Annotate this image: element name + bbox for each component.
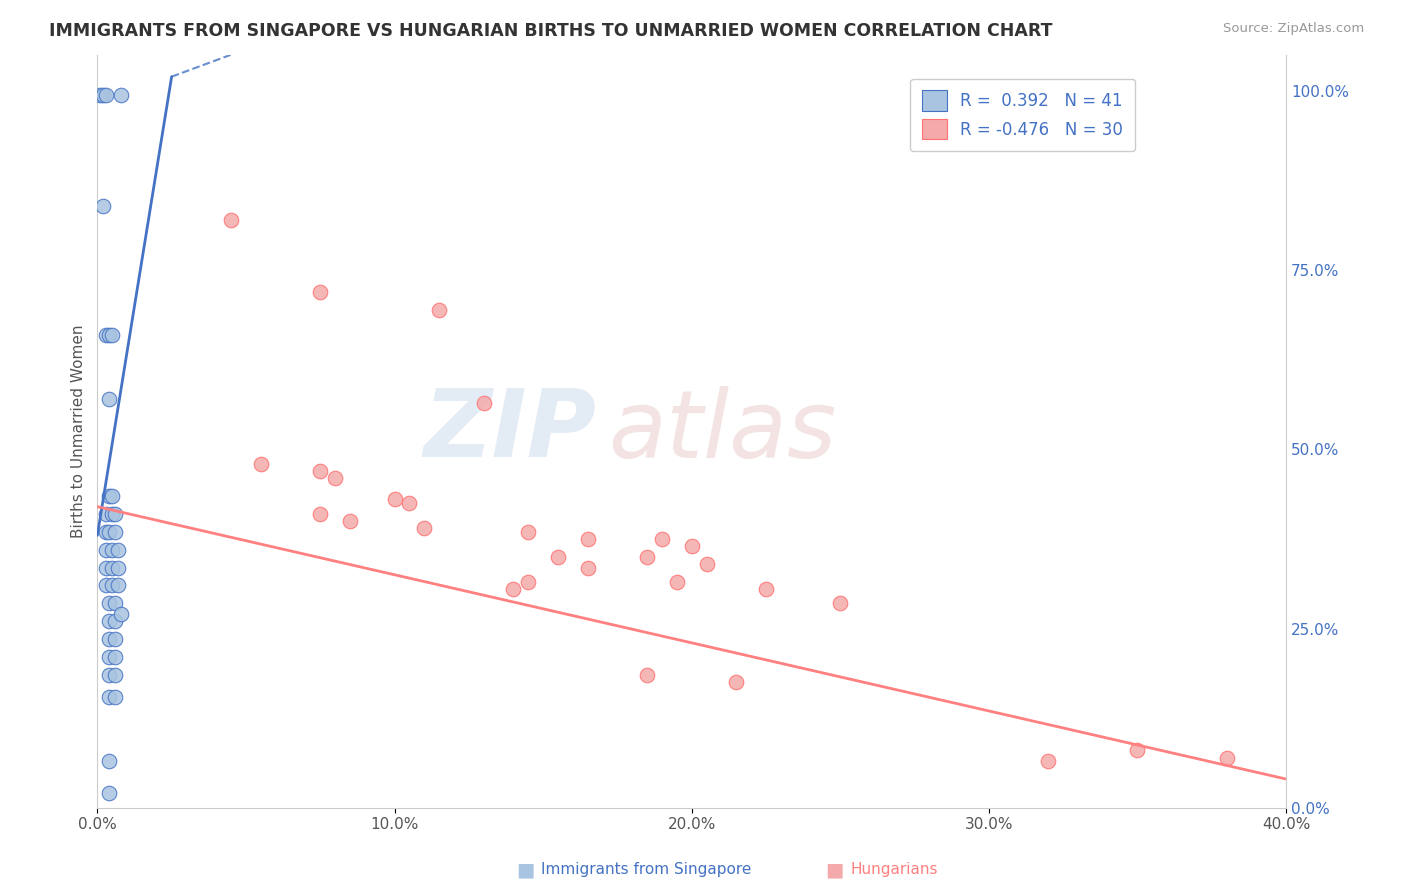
Point: [576, 560, 599, 574]
Point: [98, 690, 121, 704]
Point: [107, 560, 129, 574]
Point: [96, 524, 118, 539]
Point: [695, 557, 717, 571]
Point: [104, 524, 127, 539]
Point: [427, 302, 450, 317]
Point: [104, 690, 127, 704]
Point: [517, 524, 540, 539]
Point: [98, 632, 121, 647]
Point: [502, 582, 524, 596]
Point: [96, 87, 118, 102]
Point: [91, 87, 114, 102]
Point: [309, 464, 332, 478]
Point: [107, 578, 129, 592]
Point: [384, 492, 406, 507]
Point: [636, 668, 658, 682]
Point: [104, 615, 127, 629]
Point: [101, 507, 124, 521]
Point: [651, 532, 673, 546]
Point: [98, 650, 121, 665]
Text: Immigrants from Singapore: Immigrants from Singapore: [541, 863, 752, 877]
Text: IMMIGRANTS FROM SINGAPORE VS HUNGARIAN BIRTHS TO UNMARRIED WOMEN CORRELATION CHA: IMMIGRANTS FROM SINGAPORE VS HUNGARIAN B…: [49, 22, 1053, 40]
Point: [98, 786, 121, 800]
Point: [665, 574, 688, 589]
Point: [101, 489, 124, 503]
Point: [725, 675, 748, 690]
Point: [98, 668, 121, 682]
Point: [547, 549, 569, 564]
Point: [101, 542, 124, 557]
Point: [755, 582, 778, 596]
Point: [96, 560, 118, 574]
Point: [107, 542, 129, 557]
Point: [91, 199, 114, 213]
Point: [398, 496, 420, 510]
Point: [104, 507, 127, 521]
Point: [323, 471, 346, 485]
Point: [98, 615, 121, 629]
Point: [249, 457, 271, 471]
Text: atlas: atlas: [609, 386, 837, 477]
Point: [472, 396, 495, 410]
Point: [98, 754, 121, 768]
Point: [110, 87, 132, 102]
Text: Source: ZipAtlas.com: Source: ZipAtlas.com: [1223, 22, 1364, 36]
Point: [96, 542, 118, 557]
Point: [89, 87, 111, 102]
Point: [309, 285, 332, 299]
Point: [219, 213, 242, 227]
Text: ZIP: ZIP: [423, 385, 596, 477]
Point: [98, 596, 121, 610]
Point: [517, 574, 540, 589]
Point: [110, 607, 132, 622]
Point: [309, 507, 332, 521]
Point: [104, 650, 127, 665]
Point: [1126, 743, 1149, 757]
Point: [96, 327, 118, 342]
Text: ■: ■: [825, 860, 844, 880]
Point: [101, 560, 124, 574]
Point: [636, 549, 658, 564]
Text: Hungarians: Hungarians: [851, 863, 938, 877]
Point: [681, 539, 703, 553]
Point: [98, 524, 121, 539]
Point: [104, 632, 127, 647]
Point: [96, 578, 118, 592]
Point: [98, 392, 121, 406]
Point: [339, 514, 361, 528]
Point: [98, 489, 121, 503]
Point: [1038, 754, 1060, 768]
Text: ■: ■: [516, 860, 534, 880]
Point: [830, 596, 852, 610]
Point: [576, 532, 599, 546]
Y-axis label: Births to Unmarried Women: Births to Unmarried Women: [72, 325, 86, 538]
Point: [96, 507, 118, 521]
Legend: R =  0.392   N = 41, R = -0.476   N = 30: R = 0.392 N = 41, R = -0.476 N = 30: [911, 78, 1135, 151]
Point: [101, 578, 124, 592]
Point: [104, 668, 127, 682]
Point: [98, 327, 121, 342]
Point: [1215, 750, 1237, 764]
Point: [104, 596, 127, 610]
Point: [413, 521, 436, 535]
Point: [101, 327, 124, 342]
